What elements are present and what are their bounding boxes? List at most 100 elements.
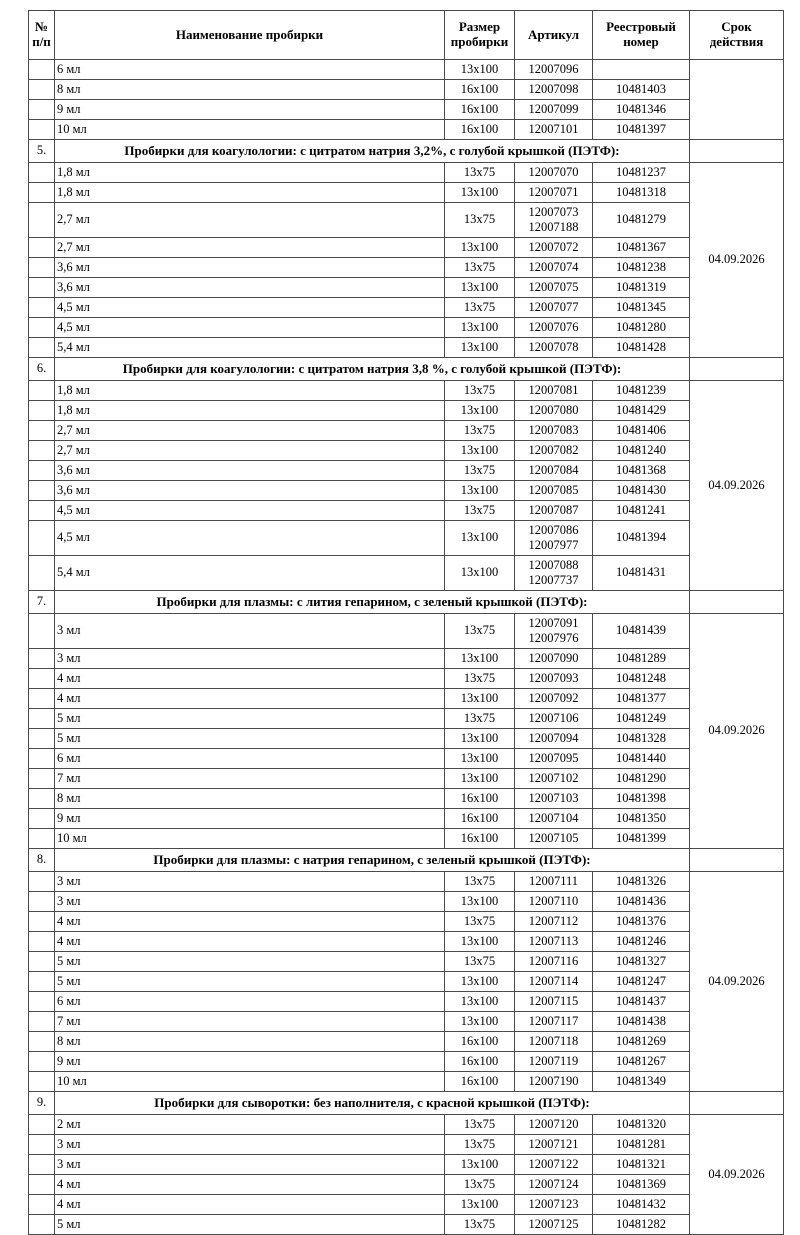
table-row: 9 мл 16x100 12007119 10481267 xyxy=(28,1051,784,1072)
cell-number xyxy=(28,1194,55,1215)
cell-tube-name: 1,8 мл xyxy=(54,380,445,401)
cell-term-spacer xyxy=(689,848,784,872)
cell-registry-number: 10481346 xyxy=(592,99,690,120)
cell-tube-size: 16x100 xyxy=(444,788,515,809)
table-row: 1,8 мл 13x100 12007071 10481318 xyxy=(28,182,784,203)
cell-registry-number: 10481429 xyxy=(592,400,690,421)
cell-number xyxy=(28,931,55,952)
cell-tube-size: 16x100 xyxy=(444,119,515,140)
cell-number xyxy=(28,277,55,298)
header-row: № п/п Наименование пробирки Размер проби… xyxy=(28,10,784,60)
cell-article: 12007078 xyxy=(514,337,593,358)
cell-tube-name: 5 мл xyxy=(54,951,445,972)
cell-tube-name: 10 мл xyxy=(54,1071,445,1092)
section-heading-row: 6. Пробирки для коагулологии: с цитратом … xyxy=(28,357,784,381)
table-row: 2,7 мл 13x100 12007072 10481367 xyxy=(28,237,784,258)
cell-number xyxy=(28,1031,55,1052)
cell-tube-name: 2,7 мл xyxy=(54,420,445,441)
cell-article: 12007102 xyxy=(514,768,593,789)
cell-tube-size: 13x100 xyxy=(444,891,515,912)
cell-tube-size: 13x75 xyxy=(444,613,515,649)
cell-registry-number: 10481248 xyxy=(592,668,690,689)
cell-number xyxy=(28,119,55,140)
cell-article: 12007104 xyxy=(514,808,593,829)
cell-tube-size: 16x100 xyxy=(444,79,515,100)
table-row: 4 мл 13x100 12007123 10481432 xyxy=(28,1194,784,1215)
value-line: 12007091 xyxy=(528,616,579,631)
cell-term-spacer xyxy=(689,1091,784,1115)
cell-tube-name: 3 мл xyxy=(54,1134,445,1155)
cell-tube-size: 13x100 xyxy=(444,991,515,1012)
cell-registry-number: 10481349 xyxy=(592,1071,690,1092)
cell-registry-number: 10481399 xyxy=(592,828,690,849)
cell-article: 12007114 xyxy=(514,971,593,992)
cell-registry-number: 10481369 xyxy=(592,1174,690,1195)
cell-tube-name: 5,4 мл xyxy=(54,337,445,358)
cell-registry-number: 10481368 xyxy=(592,460,690,481)
cell-number xyxy=(28,808,55,829)
cell-tube-size: 13x100 xyxy=(444,182,515,203)
cell-number xyxy=(28,688,55,709)
table-row: 4,5 мл 13x100 12007076 10481280 xyxy=(28,317,784,338)
cell-registry-number: 10481239 xyxy=(592,380,690,401)
cell-number xyxy=(28,380,55,401)
cell-registry-number: 10481237 xyxy=(592,162,690,183)
cell-number xyxy=(28,1154,55,1175)
cell-registry-number: 10481269 xyxy=(592,1031,690,1052)
cell-number xyxy=(28,1174,55,1195)
cell-article: 12007091 12007976 xyxy=(514,613,593,649)
cell-registry-number: 10481350 xyxy=(592,808,690,829)
cell-tube-name: 4 мл xyxy=(54,1174,445,1195)
cell-tube-size: 13x75 xyxy=(444,1174,515,1195)
cell-registry-number: 10481280 xyxy=(592,317,690,338)
cell-registry-number: 10481319 xyxy=(592,277,690,298)
cell-section-number: 6. xyxy=(28,357,55,381)
table-row: 4 мл 13x100 12007113 10481246 xyxy=(28,931,784,952)
cell-tube-size: 16x100 xyxy=(444,1051,515,1072)
cell-article: 12007117 xyxy=(514,1011,593,1032)
cell-term: 04.09.2026 xyxy=(689,162,784,358)
cell-number xyxy=(28,1134,55,1155)
table-row: 6 мл 13x100 12007095 10481440 xyxy=(28,748,784,769)
cell-number xyxy=(28,728,55,749)
cell-number xyxy=(28,991,55,1012)
table-body: 6 мл 13x100 12007096 8 мл 16x100 12007098 1048… xyxy=(28,59,784,1235)
cell-registry-number: 10481439 xyxy=(592,613,690,649)
cell-tube-name: 2 мл xyxy=(54,1114,445,1135)
cell-tube-size: 13x100 xyxy=(444,971,515,992)
tube-catalog-table: № п/п Наименование пробирки Размер проби… xyxy=(28,10,784,1235)
cell-registry-number: 10481328 xyxy=(592,728,690,749)
cell-tube-name: 4,5 мл xyxy=(54,500,445,521)
cell-tube-size: 13x100 xyxy=(444,337,515,358)
cell-section-heading: Пробирки для плазмы: с лития гепарином, … xyxy=(54,590,690,614)
cell-tube-size: 13x100 xyxy=(444,440,515,461)
cell-article: 12007092 xyxy=(514,688,593,709)
cell-article: 12007080 xyxy=(514,400,593,421)
cell-number xyxy=(28,1214,55,1235)
cell-registry-number: 10481431 xyxy=(592,555,690,591)
cell-registry-number xyxy=(592,59,690,80)
cell-tube-name: 4 мл xyxy=(54,668,445,689)
cell-term-spacer xyxy=(689,357,784,381)
cell-article: 12007088 12007737 xyxy=(514,555,593,591)
header-line-1: № xyxy=(34,19,49,35)
cell-tube-name: 6 мл xyxy=(54,991,445,1012)
cell-tube-name: 8 мл xyxy=(54,788,445,809)
cell-tube-name: 10 мл xyxy=(54,119,445,140)
cell-tube-size: 13x75 xyxy=(444,911,515,932)
cell-tube-name: 8 мл xyxy=(54,79,445,100)
cell-number xyxy=(28,500,55,521)
table-row: 4,5 мл 13x75 12007087 10481241 xyxy=(28,500,784,521)
cell-registry-number: 10481437 xyxy=(592,991,690,1012)
cell-registry-number: 10481238 xyxy=(592,257,690,278)
cell-number xyxy=(28,237,55,258)
cell-article: 12007123 xyxy=(514,1194,593,1215)
cell-registry-number: 10481436 xyxy=(592,891,690,912)
header-line-2: номер xyxy=(623,34,659,49)
cell-number xyxy=(28,891,55,912)
cell-article: 12007084 xyxy=(514,460,593,481)
cell-tube-name: 9 мл xyxy=(54,808,445,829)
value-line: 12007073 xyxy=(528,205,579,220)
table-row: 3,6 мл 13x100 12007075 10481319 xyxy=(28,277,784,298)
table-row: 8 мл 16x100 12007098 10481403 xyxy=(28,79,784,100)
